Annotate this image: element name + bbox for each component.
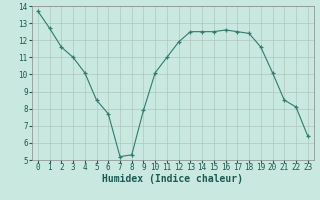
X-axis label: Humidex (Indice chaleur): Humidex (Indice chaleur) [102, 174, 243, 184]
